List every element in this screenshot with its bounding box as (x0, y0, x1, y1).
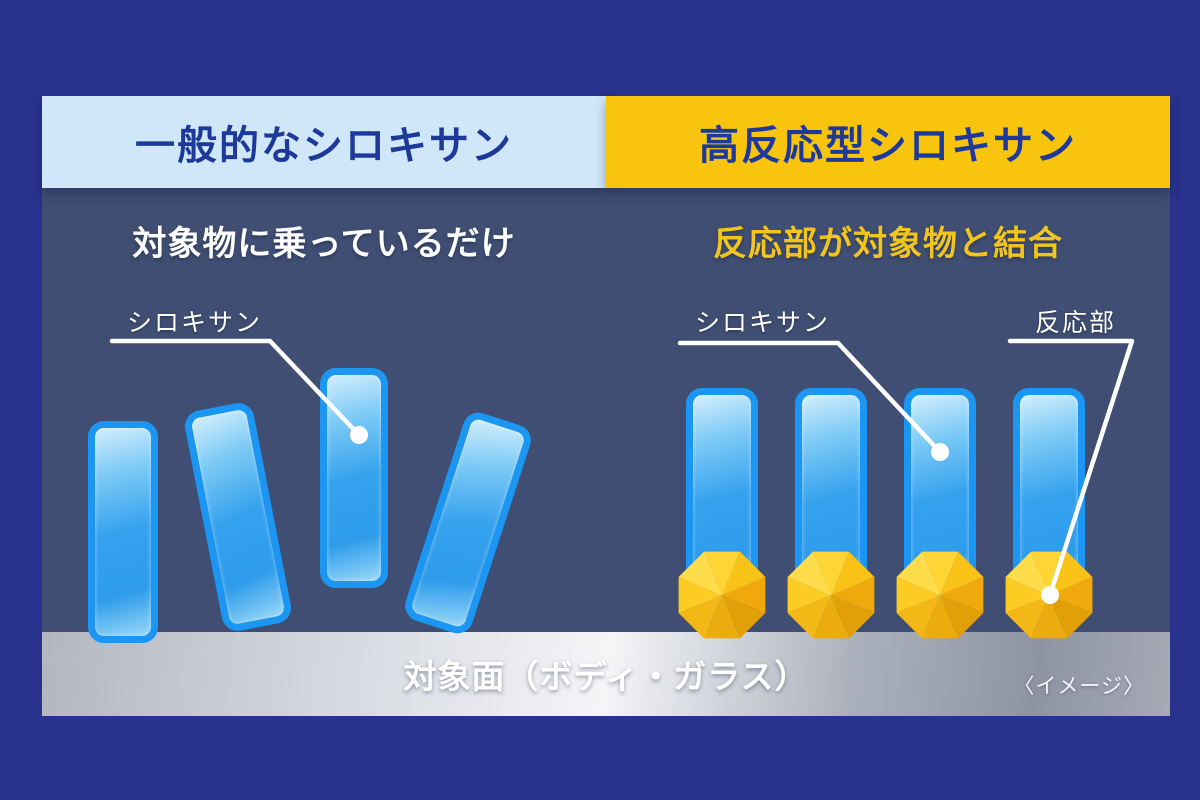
left-siloxane-label: シロキサン (127, 309, 263, 337)
octagon-facet (831, 551, 875, 595)
octagon-facet (1031, 595, 1067, 639)
octagon-facet (722, 595, 766, 639)
octagon-facet (678, 577, 722, 613)
reactive-part-octagon (1005, 551, 1093, 639)
reactive-part-octagon (787, 551, 875, 639)
surface-label: 対象面（ボディ・ガラス） (403, 658, 809, 695)
siloxane-bar (401, 408, 535, 638)
header-reactive-siloxane: 高反応型シロキサン (606, 96, 1170, 188)
siloxane-bar (320, 368, 388, 588)
octagon-facet (1049, 595, 1093, 639)
octagon-facet (722, 577, 766, 613)
octagon-facet (896, 577, 940, 613)
octagon-facet (1005, 595, 1049, 639)
octagon-facet (722, 551, 766, 595)
octagon-facet (831, 595, 875, 639)
octagon-facet (678, 551, 722, 595)
octagon-facet (940, 595, 984, 639)
left-subtitle: 対象物に乗っているだけ (132, 225, 516, 263)
octagon-facet (787, 595, 831, 639)
header-reactive-label: 高反応型シロキサン (699, 124, 1077, 168)
header-general-siloxane: 一般的なシロキサン (42, 96, 606, 188)
comparison-panel: 一般的なシロキサン 高反応型シロキサン 対象面（ボディ・ガラス） 〈イメージ〉 … (42, 96, 1170, 716)
siloxane-bar (88, 421, 158, 643)
right-subtitle: 反応部が対象物と結合 (713, 225, 1063, 263)
reactive-part-octagon (896, 551, 984, 639)
octagon-facet (704, 551, 740, 595)
image-disclaimer-note: 〈イメージ〉 (1013, 675, 1145, 698)
reactive-part-label: 反応部 (1035, 309, 1117, 337)
reactive-part-octagon (678, 551, 766, 639)
diagram-scene: 対象面（ボディ・ガラス） 〈イメージ〉 対象物に乗っているだけ 反応部が対象物と… (42, 188, 1170, 716)
octagon-facet (787, 551, 831, 595)
octagon-facet (940, 551, 984, 595)
octagon-facet (922, 595, 958, 639)
octagon-facet (922, 551, 958, 595)
octagon-facet (896, 551, 940, 595)
octagon-facet (831, 577, 875, 613)
header-general-label: 一般的なシロキサン (135, 124, 513, 168)
octagon-facet (813, 595, 849, 639)
target-surface-band: 対象面（ボディ・ガラス） 〈イメージ〉 (42, 632, 1170, 716)
octagon-facet (940, 577, 984, 613)
siloxane-bar (182, 400, 294, 634)
octagon-facet (813, 551, 849, 595)
right-siloxane-label: シロキサン (695, 309, 831, 337)
octagon-facet (678, 595, 722, 639)
octagon-facet (787, 577, 831, 613)
octagon-facet (896, 595, 940, 639)
octagon-facet (704, 595, 740, 639)
